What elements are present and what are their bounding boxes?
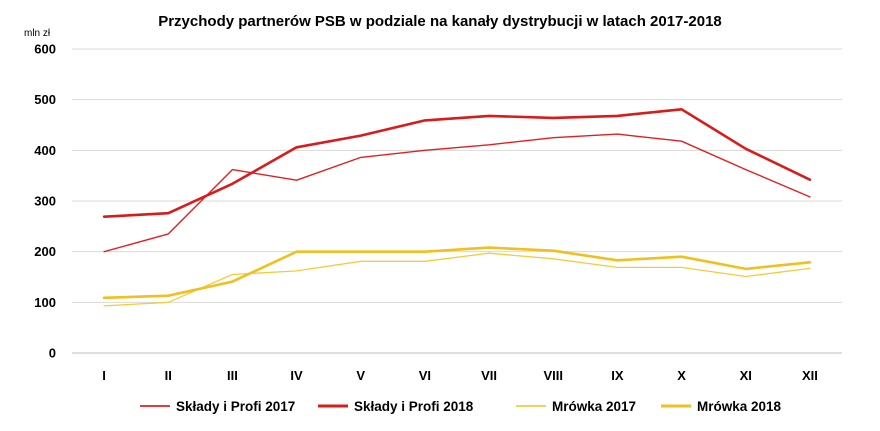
series-line-3 [102,246,812,300]
x-tick-label: II [165,368,172,383]
y-tick-label: 100 [34,295,56,310]
x-tick-label: III [227,368,238,383]
legend: Składy i Profi 2017 Składy i Profi 2018 Mr… [140,399,782,414]
x-tick-label: VI [419,368,431,383]
series-line-0 [103,133,811,253]
series-lines [102,108,812,307]
chart-title: Przychody partnerów PSB w podziale na ka… [158,13,722,30]
legend-label: Mrówka 2018 [697,399,782,414]
x-tick-label: VIII [543,368,563,383]
series-line-1 [102,108,812,218]
x-tick-label: XII [802,368,818,383]
x-tick-label: XI [740,368,752,383]
x-tick-label: V [356,368,365,383]
x-axis-ticks: I II III IV V VI VII VIII IX X XI XII [102,368,818,383]
y-tick-label: 0 [49,346,56,361]
y-tick-label: 200 [34,244,56,259]
y-tick-label: 400 [34,143,56,158]
x-tick-label: I [102,368,106,383]
x-tick-label: X [677,368,686,383]
y-axis-unit: mln zł [24,28,51,39]
legend-label: Składy i Profi 2017 [176,399,295,414]
y-tick-label: 300 [34,194,56,209]
grid-lines [72,48,842,354]
x-tick-label: IV [290,368,303,383]
legend-label: Składy i Profi 2018 [354,399,474,414]
x-tick-label: IX [611,368,624,383]
x-tick-label: VII [481,368,497,383]
legend-label: Mrówka 2017 [552,399,636,414]
y-tick-label: 500 [34,92,56,107]
y-tick-label: 600 [34,42,56,57]
series-line-2 [103,252,811,307]
y-axis-ticks: 0 100 200 300 400 500 600 [34,42,56,361]
